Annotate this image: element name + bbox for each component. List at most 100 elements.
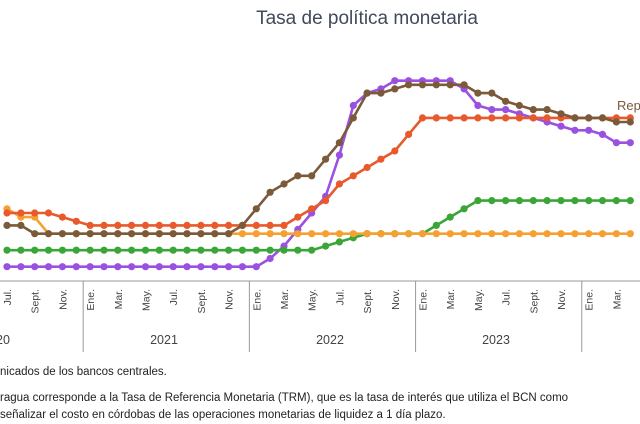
data-point [197,221,205,229]
data-point [155,246,163,254]
data-point [557,110,565,118]
data-point [3,221,11,229]
data-point [460,205,468,213]
data-point [72,217,80,225]
data-point [128,263,136,271]
x-tick-label: Nov. [57,289,69,310]
year-label: 2021 [150,333,178,347]
data-point [405,230,413,238]
series-line [7,199,631,252]
data-point [197,246,205,254]
data-point [612,230,621,238]
data-point [391,85,399,93]
data-point [211,246,219,254]
data-point [225,221,233,229]
data-point [446,213,454,221]
data-point [211,230,219,238]
x-tick-label: Nov. [556,289,568,310]
data-point [474,101,482,110]
data-point [266,246,274,254]
data-point [294,172,302,180]
data-point [515,230,524,238]
data-point [169,263,177,271]
x-tick-label: Mar. [113,289,125,309]
data-point [280,230,288,238]
data-point [557,197,565,205]
x-tick-label: Nov. [390,289,402,310]
data-point [294,246,302,254]
data-point [418,81,427,89]
data-point [502,114,510,122]
data-point [515,114,524,122]
data-point [17,221,25,229]
data-point [502,197,510,205]
data-point [155,221,163,229]
data-point [626,139,634,147]
data-point [598,114,607,122]
data-point [44,230,53,238]
data-point [114,246,122,254]
data-point [183,246,191,254]
data-point [280,221,288,229]
x-tick-label: Sept. [196,289,208,314]
data-point [100,230,108,238]
data-point [308,246,316,254]
data-point [58,263,66,271]
data-point [72,246,80,254]
data-point [432,221,440,229]
data-point [86,221,94,229]
data-point [128,221,136,229]
data-point [266,221,274,229]
data-point [460,81,468,89]
data-point [377,89,385,97]
data-point [252,221,260,229]
data-point [488,197,496,205]
data-point [58,230,66,238]
x-tick-label: Sept. [528,289,540,314]
data-point [308,205,316,213]
data-point [363,89,371,97]
data-point [280,180,288,188]
data-point [114,263,122,271]
data-point [543,106,551,114]
data-point [114,230,122,238]
data-point [211,221,219,229]
series-line [7,116,631,227]
data-point [460,230,468,238]
data-point [626,197,634,205]
data-point [432,114,440,122]
data-point [3,263,11,271]
data-point [183,221,191,229]
data-point [322,155,330,163]
series-label: Rep [617,98,640,113]
data-point [335,230,343,238]
data-point [44,263,53,271]
data-point [515,197,524,205]
data-point [335,151,343,159]
data-point [363,163,371,172]
data-point [543,114,551,122]
year-label: 2020 [0,333,10,347]
data-point [169,246,177,254]
data-point [363,230,371,238]
data-point [391,147,399,155]
x-tick-label: May. [141,289,153,311]
x-tick-label: Ene. [251,289,263,311]
data-point [31,246,39,254]
year-label: 2022 [316,333,344,347]
data-point [502,230,510,238]
data-point [252,246,260,254]
data-point [529,230,537,238]
data-point [488,114,496,122]
data-point [349,172,357,180]
data-point [612,197,621,205]
x-tick-label: Mar. [611,289,623,309]
data-point [155,230,163,238]
data-point [72,230,80,238]
data-point [515,101,524,110]
data-point [446,114,454,122]
data-point [31,209,39,217]
data-point [183,263,191,271]
x-tick-label: Ene. [85,289,97,311]
